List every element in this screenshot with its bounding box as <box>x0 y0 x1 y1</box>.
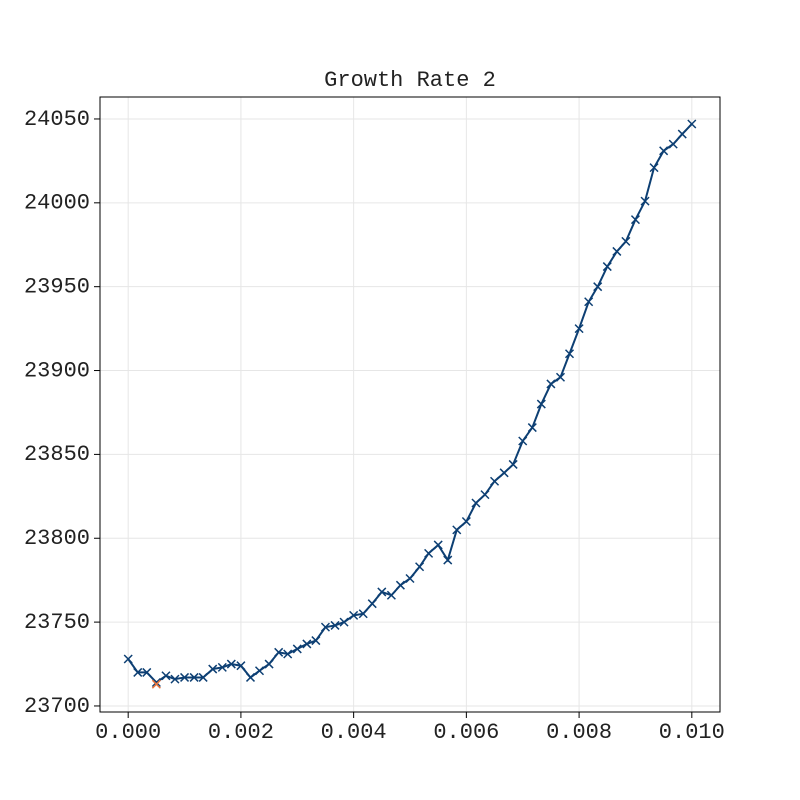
y-tick-label: 23700 <box>24 694 90 719</box>
point-marker <box>217 662 227 672</box>
point-marker <box>612 246 622 256</box>
y-tick-label: 24050 <box>24 107 90 132</box>
point-marker <box>649 163 659 173</box>
point-marker <box>283 649 293 659</box>
point-marker <box>564 349 575 359</box>
point-marker <box>471 498 481 508</box>
point-marker <box>198 672 208 682</box>
y-tick-label: 23800 <box>24 526 90 551</box>
x-tick-label: 0.004 <box>321 720 387 745</box>
point-marker <box>274 647 284 657</box>
point-marker <box>405 573 415 584</box>
point-marker <box>518 436 528 446</box>
point-marker <box>452 525 462 535</box>
point-marker <box>687 119 697 129</box>
x-tick-label: 0.010 <box>659 720 725 745</box>
y-tick-label: 24000 <box>24 191 90 216</box>
point-marker <box>161 671 171 681</box>
point-marker <box>584 297 594 307</box>
point-marker <box>433 540 443 550</box>
point-marker <box>189 672 199 682</box>
point-marker <box>123 654 133 664</box>
point-marker <box>254 666 265 676</box>
highlight-marker <box>151 679 161 689</box>
point-marker <box>574 324 584 334</box>
point-marker <box>508 459 518 469</box>
point-marker <box>245 672 256 682</box>
point-marker <box>602 262 612 272</box>
point-marker <box>395 580 405 590</box>
point-marker <box>208 664 218 674</box>
point-marker <box>142 667 152 677</box>
point-marker <box>415 562 425 572</box>
plot-frame <box>99 96 721 713</box>
point-marker <box>320 622 330 632</box>
point-marker <box>302 639 312 649</box>
point-marker <box>668 139 678 149</box>
point-marker <box>292 644 302 654</box>
point-marker <box>640 196 650 206</box>
point-marker <box>527 423 537 433</box>
point-marker <box>677 129 687 139</box>
point-marker <box>349 610 359 620</box>
point-marker <box>226 659 236 669</box>
point-marker <box>386 590 396 600</box>
point-marker <box>151 677 161 688</box>
point-marker <box>377 587 387 597</box>
y-tick-label: 23850 <box>24 442 90 467</box>
point-marker <box>367 599 377 609</box>
point-marker <box>490 476 500 486</box>
point-marker <box>499 468 509 478</box>
point-marker <box>180 672 190 682</box>
point-marker <box>630 215 640 225</box>
point-marker <box>358 609 368 619</box>
point-marker <box>546 379 556 389</box>
point-marker <box>236 661 246 671</box>
point-marker <box>170 674 180 684</box>
point-marker <box>461 516 471 527</box>
point-marker <box>593 282 603 292</box>
point-marker <box>443 555 453 565</box>
point-marker <box>536 399 546 409</box>
x-tick-label: 0.008 <box>546 720 612 745</box>
point-marker <box>330 620 340 630</box>
point-marker <box>133 667 143 677</box>
point-marker <box>339 617 349 627</box>
y-tick-label: 23950 <box>24 274 90 299</box>
x-tick-label: 0.006 <box>433 720 499 745</box>
x-tick-label: 0.000 <box>95 720 161 745</box>
y-tick-label: 23900 <box>24 358 90 383</box>
point-marker <box>311 636 321 646</box>
point-marker <box>621 236 631 246</box>
y-tick-label: 23750 <box>24 610 90 635</box>
chart-title: Growth Rate 2 <box>324 68 496 93</box>
point-marker <box>264 659 274 669</box>
line <box>127 123 693 684</box>
point-marker <box>555 372 566 382</box>
point-marker <box>480 490 490 500</box>
point-marker <box>659 146 669 156</box>
point-marker <box>424 548 434 558</box>
x-tick-label: 0.002 <box>208 720 274 745</box>
